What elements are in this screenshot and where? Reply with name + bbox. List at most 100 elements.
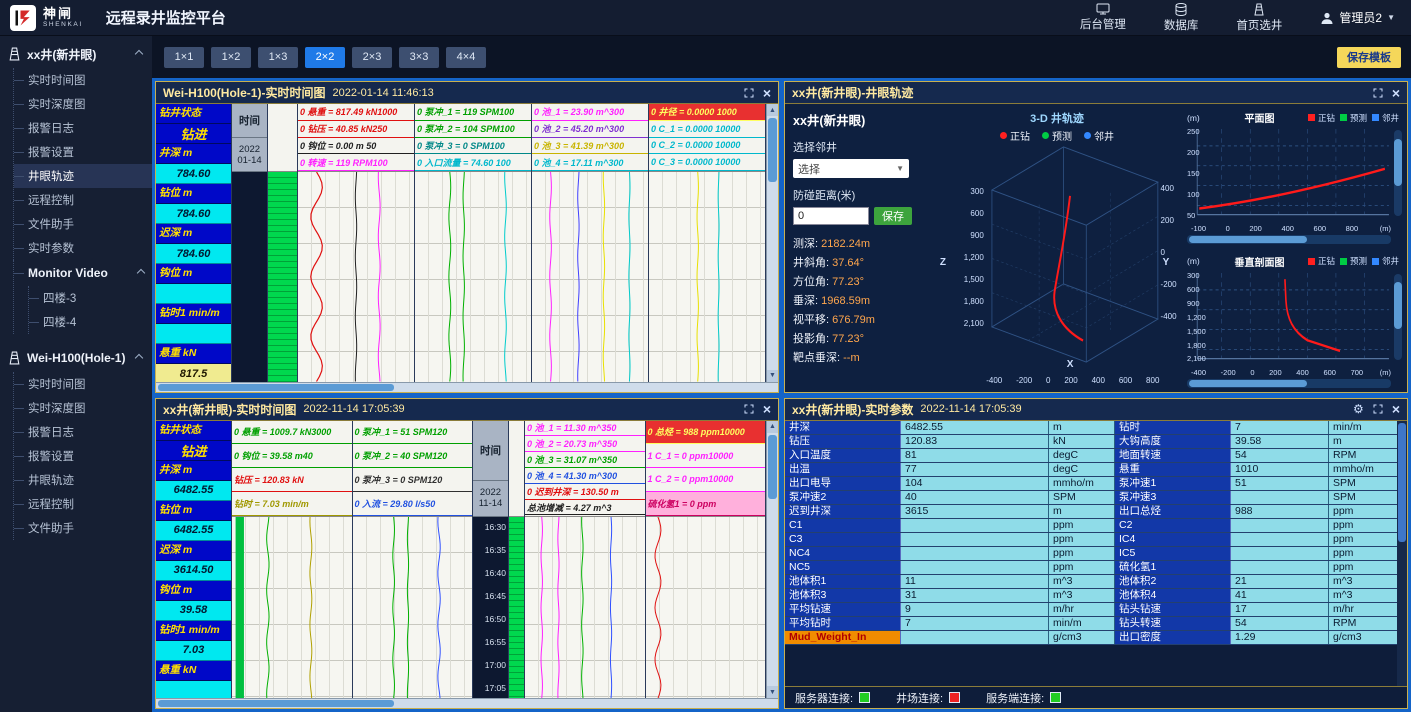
layout-button[interactable]: 1×2 (211, 47, 251, 68)
parameter-label: 悬重 kN (156, 344, 231, 364)
parameter-value: 6482.55 (156, 521, 231, 541)
layout-button[interactable]: 4×4 (446, 47, 486, 68)
chart-track-drilling: 0 悬重 = 1009.7 kN30000 钩位 = 39.58 m40钻压 =… (232, 421, 353, 699)
scrollbar-thumb[interactable] (1189, 236, 1307, 243)
legend-square (1372, 258, 1379, 265)
param-value (901, 631, 1049, 644)
param-value: 11 (901, 575, 1049, 588)
sidebar-item[interactable]: 实时深度图 (14, 396, 152, 420)
horizontal-scrollbar[interactable] (1187, 379, 1391, 388)
panel-header: xx井(新井眼)-实时参数 2022-11-14 17:05:39 ⚙ × (785, 399, 1407, 421)
scroll-up-arrow[interactable]: ▲ (767, 421, 778, 433)
horizontal-scrollbar[interactable] (156, 698, 778, 708)
sidebar-camera-item[interactable]: 四楼-3 (29, 286, 152, 310)
layout-button[interactable]: 2×3 (352, 47, 392, 68)
param-label: 池体积4 (1115, 589, 1231, 602)
sidebar-item[interactable]: 实时参数 (14, 236, 152, 260)
close-icon[interactable]: × (763, 86, 771, 100)
vertical-slider[interactable] (1394, 130, 1402, 216)
slider-thumb[interactable] (1394, 139, 1402, 186)
settings-icon[interactable]: ⚙ (1353, 403, 1364, 415)
sidebar-item[interactable]: 远程控制 (14, 492, 152, 516)
curve-label: 0 泵冲_3 = 0 SPM120 (353, 468, 473, 492)
nav-database[interactable]: 数据库 (1164, 3, 1199, 33)
x-tick: 400 (1092, 376, 1105, 385)
sidebar-item[interactable]: 井眼轨迹 (14, 468, 152, 492)
scroll-up-arrow[interactable]: ▲ (767, 104, 778, 116)
sidebar-camera-item[interactable]: 四楼-4 (29, 310, 152, 334)
fullscreen-icon[interactable] (744, 404, 754, 414)
scrollbar-thumb[interactable] (158, 700, 394, 707)
close-icon[interactable]: × (1392, 402, 1400, 416)
curve-label: 0 池_4 = 17.11 m^300 (532, 154, 648, 171)
scroll-down-arrow[interactable]: ▼ (767, 686, 778, 698)
sidebar-item[interactable]: 报警设置 (14, 140, 152, 164)
vertical-slider[interactable] (1394, 274, 1402, 360)
lithology-column (509, 421, 525, 699)
sidebar-item[interactable]: 井眼轨迹 (14, 164, 152, 188)
sidebar-item[interactable]: 文件助手 (14, 516, 152, 540)
sidebar-well-wei-h100[interactable]: Wei-H100(Hole-1) (0, 344, 152, 372)
scrollbar-thumb[interactable] (1189, 380, 1307, 387)
close-icon[interactable]: × (763, 402, 771, 416)
user-name: 管理员2 (1339, 9, 1382, 26)
vertical-scrollbar[interactable] (1397, 421, 1407, 687)
sidebar-item[interactable]: 报警日志 (14, 116, 152, 140)
layout-button[interactable]: 1×1 (164, 47, 204, 68)
sidebar: xx井(新井眼) 实时时间图 实时深度图 报警日志 报警设置 井眼轨迹 远程控制… (0, 36, 152, 712)
param-value: 77 (901, 463, 1049, 476)
sidebar-item[interactable]: 实时时间图 (14, 68, 152, 92)
stat-label: 靶点垂深: (793, 352, 840, 364)
curve-label: 0 C_1 = 0.0000 10000 (649, 121, 765, 138)
vertical-scrollbar[interactable]: ▲ ▼ (766, 421, 778, 699)
well-name: xx井(新井眼) (793, 110, 931, 129)
database-icon (1175, 3, 1187, 16)
offset-well-select[interactable]: 选择 ▼ (793, 159, 909, 178)
curve-label: 0 C_2 = 0.0000 10000 (649, 138, 765, 155)
horizontal-scrollbar[interactable] (156, 382, 778, 392)
panel-title: xx井(新井眼)-实时时间图 (163, 401, 296, 418)
nav-home-well-select[interactable]: 首页选井 (1236, 3, 1282, 33)
save-template-button[interactable]: 保存模板 (1337, 47, 1401, 68)
scrollbar-thumb[interactable] (768, 435, 777, 499)
param-label: 池体积2 (1115, 575, 1231, 588)
scroll-down-arrow[interactable]: ▼ (767, 370, 778, 382)
user-menu[interactable]: 管理员2 ▼ (1320, 9, 1395, 26)
param-unit: ppm (1329, 519, 1407, 532)
sidebar-item[interactable]: 文件助手 (14, 212, 152, 236)
vertical-scrollbar[interactable]: ▲ ▼ (766, 104, 778, 382)
scrollbar-thumb[interactable] (158, 384, 394, 391)
fullscreen-icon[interactable] (1373, 404, 1383, 414)
layout-button[interactable]: 2×2 (305, 47, 345, 68)
x-tick: 400 (1296, 368, 1309, 377)
layout-button[interactable]: 3×3 (399, 47, 439, 68)
sidebar-item[interactable]: 远程控制 (14, 188, 152, 212)
layout-button[interactable]: 1×3 (258, 47, 298, 68)
panel-realtime-time-chart-xx: xx井(新井眼)-实时时间图 2022-11-14 17:05:39 × 钻井状… (155, 398, 779, 710)
save-button[interactable]: 保存 (874, 207, 912, 225)
sidebar-item[interactable]: 实时深度图 (14, 92, 152, 116)
z-tick: 900 (970, 231, 983, 240)
param-label: 大钩高度 (1115, 435, 1231, 448)
sidebar-well-xx[interactable]: xx井(新井眼) (0, 40, 152, 68)
horizontal-scrollbar[interactable] (1187, 235, 1391, 244)
scrollbar-thumb[interactable] (1398, 423, 1406, 542)
slider-thumb[interactable] (1394, 282, 1402, 329)
header-nav: 后台管理 数据库 首页选井 管理员2 ▼ (1080, 3, 1395, 33)
param-label: 入口温度 (785, 449, 901, 462)
close-icon[interactable]: × (1392, 86, 1400, 100)
sidebar-item[interactable]: 实时时间图 (14, 372, 152, 396)
param-label: 井深 (785, 421, 901, 434)
fullscreen-icon[interactable] (744, 88, 754, 98)
collision-distance-input[interactable] (793, 207, 869, 225)
sidebar-item[interactable]: 报警设置 (14, 444, 152, 468)
y-tick: 900 (1187, 299, 1206, 308)
curve-label: 0 池_3 = 31.07 m^350 (525, 452, 645, 468)
parameter-value (156, 324, 231, 344)
curve-label: 钻压 = 120.83 kN (232, 468, 352, 492)
nav-backend-management[interactable]: 后台管理 (1080, 3, 1126, 32)
sidebar-monitor-video[interactable]: Monitor Video (14, 260, 152, 286)
sidebar-item[interactable]: 报警日志 (14, 420, 152, 444)
fullscreen-icon[interactable] (1373, 88, 1383, 98)
scrollbar-thumb[interactable] (768, 118, 777, 182)
